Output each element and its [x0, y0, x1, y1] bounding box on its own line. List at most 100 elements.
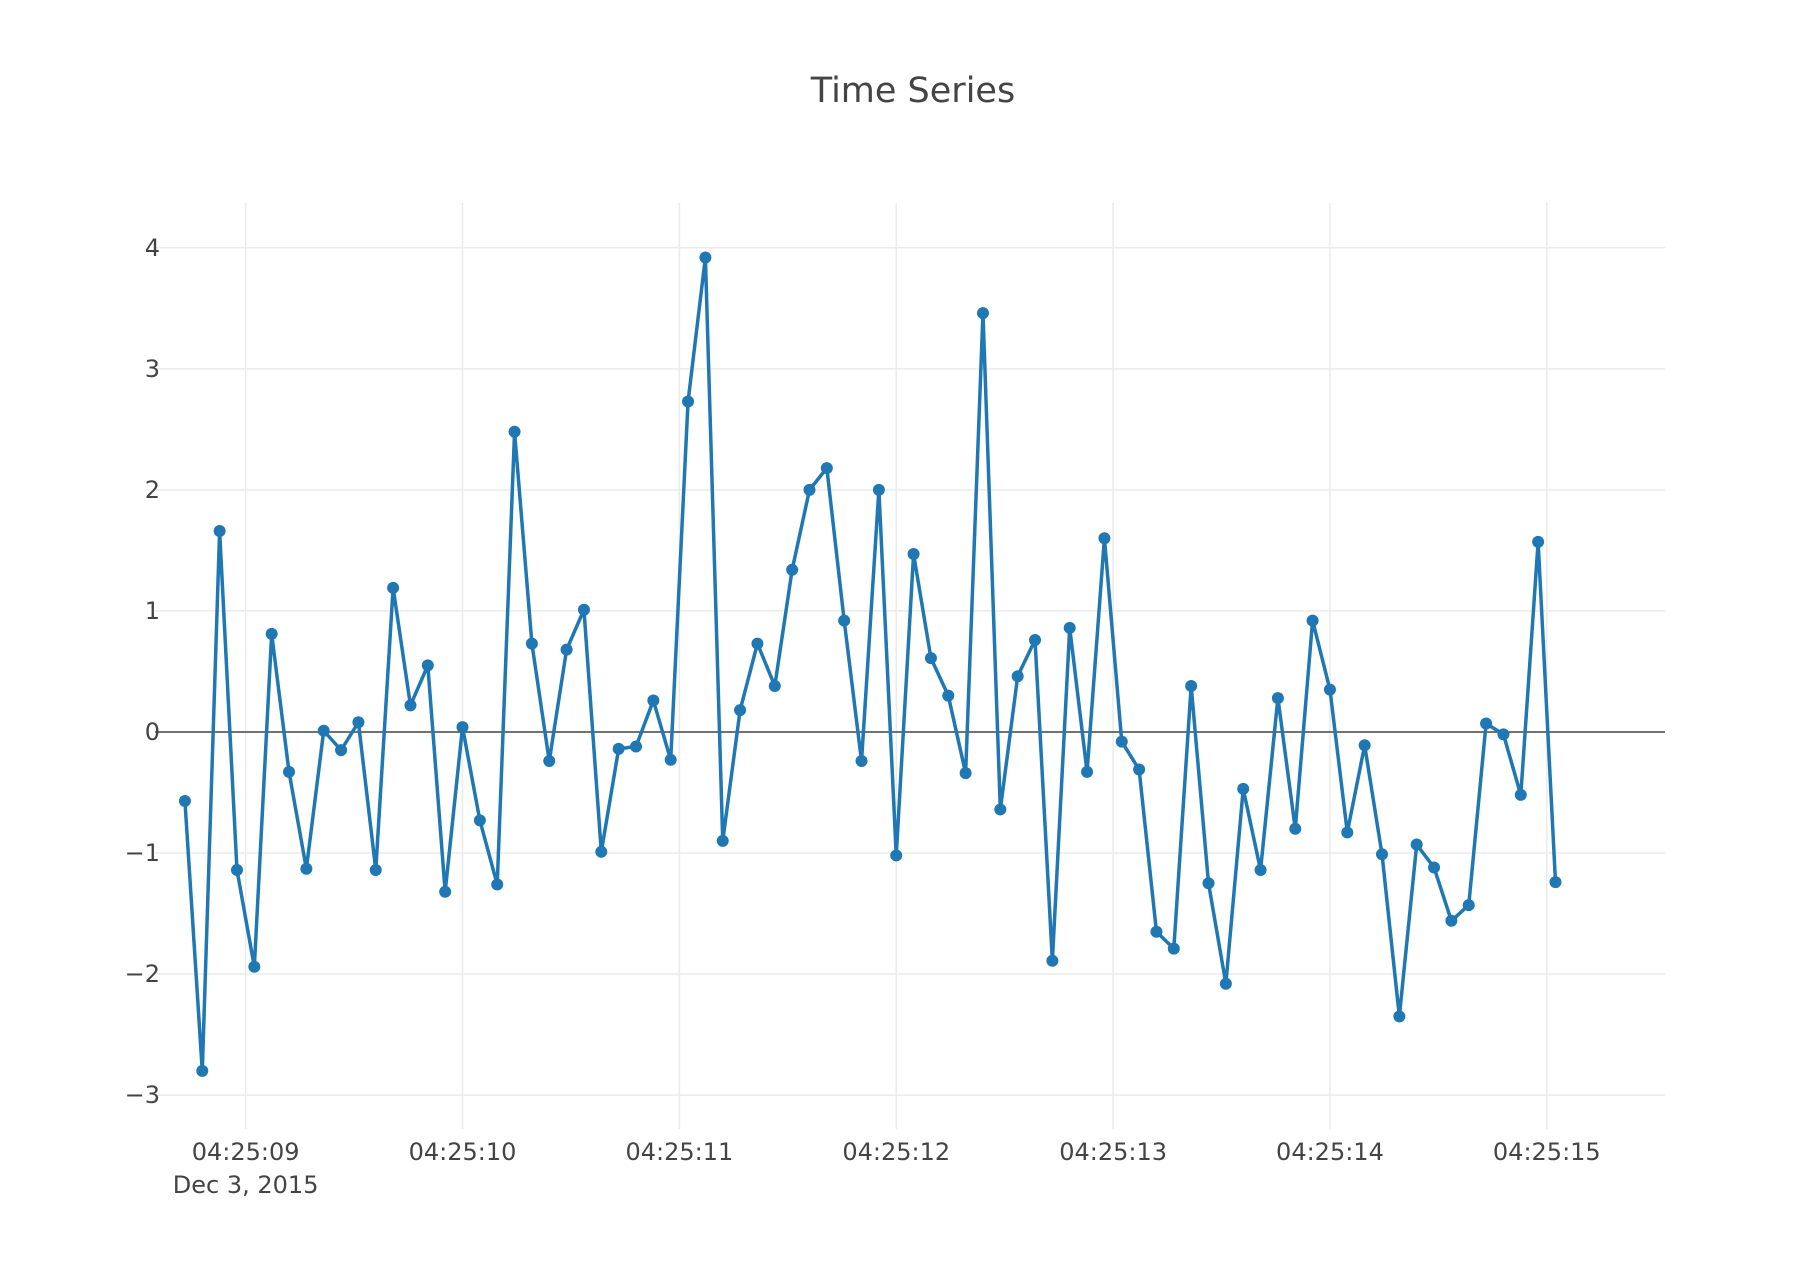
data-point — [283, 765, 296, 778]
data-point — [473, 814, 486, 827]
data-point — [1202, 877, 1215, 890]
data-point — [855, 755, 868, 768]
data-point — [352, 716, 365, 729]
data-point — [1323, 683, 1336, 696]
data-point — [265, 627, 278, 640]
data-point — [716, 834, 729, 847]
data-point — [751, 637, 764, 650]
data-point — [1237, 782, 1250, 795]
data-point — [560, 643, 573, 656]
x-tick-label: 04:25:14 — [1276, 1138, 1384, 1166]
data-point — [664, 753, 677, 766]
y-tick-label: 1 — [145, 597, 160, 625]
data-point — [768, 679, 781, 692]
data-point — [1445, 914, 1458, 927]
data-point — [647, 694, 660, 707]
data-point — [439, 885, 452, 898]
data-point — [1410, 838, 1423, 851]
data-point — [803, 483, 816, 496]
data-point — [369, 863, 382, 876]
y-tick-label: −2 — [125, 960, 160, 988]
data-point — [942, 689, 955, 702]
data-point — [421, 659, 434, 672]
data-point — [612, 742, 625, 755]
data-point — [1063, 621, 1076, 634]
data-point — [1011, 670, 1024, 683]
data-point — [1219, 977, 1232, 990]
data-point — [1046, 954, 1059, 967]
x-tick-label: 04:25:10 — [409, 1138, 517, 1166]
data-point — [525, 637, 538, 650]
data-point — [1341, 826, 1354, 839]
data-point — [1185, 679, 1198, 692]
data-point — [1306, 614, 1319, 627]
data-point — [734, 704, 747, 717]
data-point — [976, 307, 989, 320]
data-point — [1462, 899, 1475, 912]
data-point — [248, 960, 261, 973]
x-axis-ticks: 04:25:09 Dec 3, 2015 04:25:10 04:25:11 04:25… — [173, 1138, 1601, 1199]
data-point — [456, 721, 469, 734]
x-tick-label: 04:25:11 — [625, 1138, 733, 1166]
x-tick-label: 04:25:15 — [1493, 1138, 1601, 1166]
data-point — [543, 755, 556, 768]
data-point — [1029, 633, 1042, 646]
x-tick-label: 04:25:13 — [1059, 1138, 1167, 1166]
data-point — [491, 878, 504, 891]
series-line — [183, 255, 1558, 1073]
data-point — [838, 614, 851, 627]
chart-title: Time Series — [810, 71, 1015, 111]
x-tick-date-label: Dec 3, 2015 — [173, 1171, 319, 1199]
data-point — [387, 581, 400, 594]
data-point — [1150, 925, 1163, 938]
data-point — [178, 794, 191, 807]
data-point — [1376, 848, 1388, 861]
data-point — [1098, 532, 1111, 545]
data-point — [404, 699, 417, 712]
series-layer — [178, 251, 1562, 1077]
data-point — [907, 548, 920, 561]
data-point — [196, 1064, 209, 1077]
data-point — [820, 462, 833, 475]
data-point — [230, 863, 243, 876]
data-point — [1289, 822, 1302, 835]
data-point — [890, 849, 903, 862]
data-point — [335, 744, 348, 757]
data-point — [630, 740, 642, 753]
x-tick-label: 04:25:09 — [192, 1138, 300, 1166]
data-point — [959, 767, 972, 780]
data-point — [300, 862, 313, 875]
y-tick-label: 3 — [145, 355, 160, 383]
data-point — [1081, 765, 1094, 778]
data-point — [1254, 863, 1267, 876]
data-point — [1393, 1010, 1406, 1023]
data-point — [1271, 692, 1284, 705]
data-point — [1428, 861, 1441, 874]
y-tick-label: 2 — [145, 476, 160, 504]
data-point — [786, 563, 799, 576]
data-point — [1532, 535, 1545, 548]
data-point — [924, 652, 937, 665]
data-point — [508, 425, 521, 438]
data-point — [1514, 788, 1527, 801]
y-tick-label: 0 — [145, 718, 160, 746]
data-point — [1115, 735, 1128, 748]
data-point — [994, 803, 1007, 816]
x-tick-label: 04:25:12 — [842, 1138, 950, 1166]
y-tick-label: −3 — [125, 1081, 160, 1109]
data-point — [1358, 739, 1371, 752]
data-point — [872, 483, 885, 496]
data-point — [699, 251, 712, 264]
y-tick-label: 4 — [145, 234, 160, 262]
data-point — [682, 395, 695, 408]
data-point — [1480, 717, 1493, 730]
data-point — [317, 724, 330, 737]
y-tick-label: −1 — [125, 839, 160, 867]
data-point — [595, 845, 608, 858]
data-point — [1497, 728, 1510, 741]
y-axis-ticks: 4 3 2 1 0 −1 −2 −3 — [125, 234, 160, 1109]
data-point — [1133, 763, 1146, 776]
grid — [155, 203, 1665, 1129]
